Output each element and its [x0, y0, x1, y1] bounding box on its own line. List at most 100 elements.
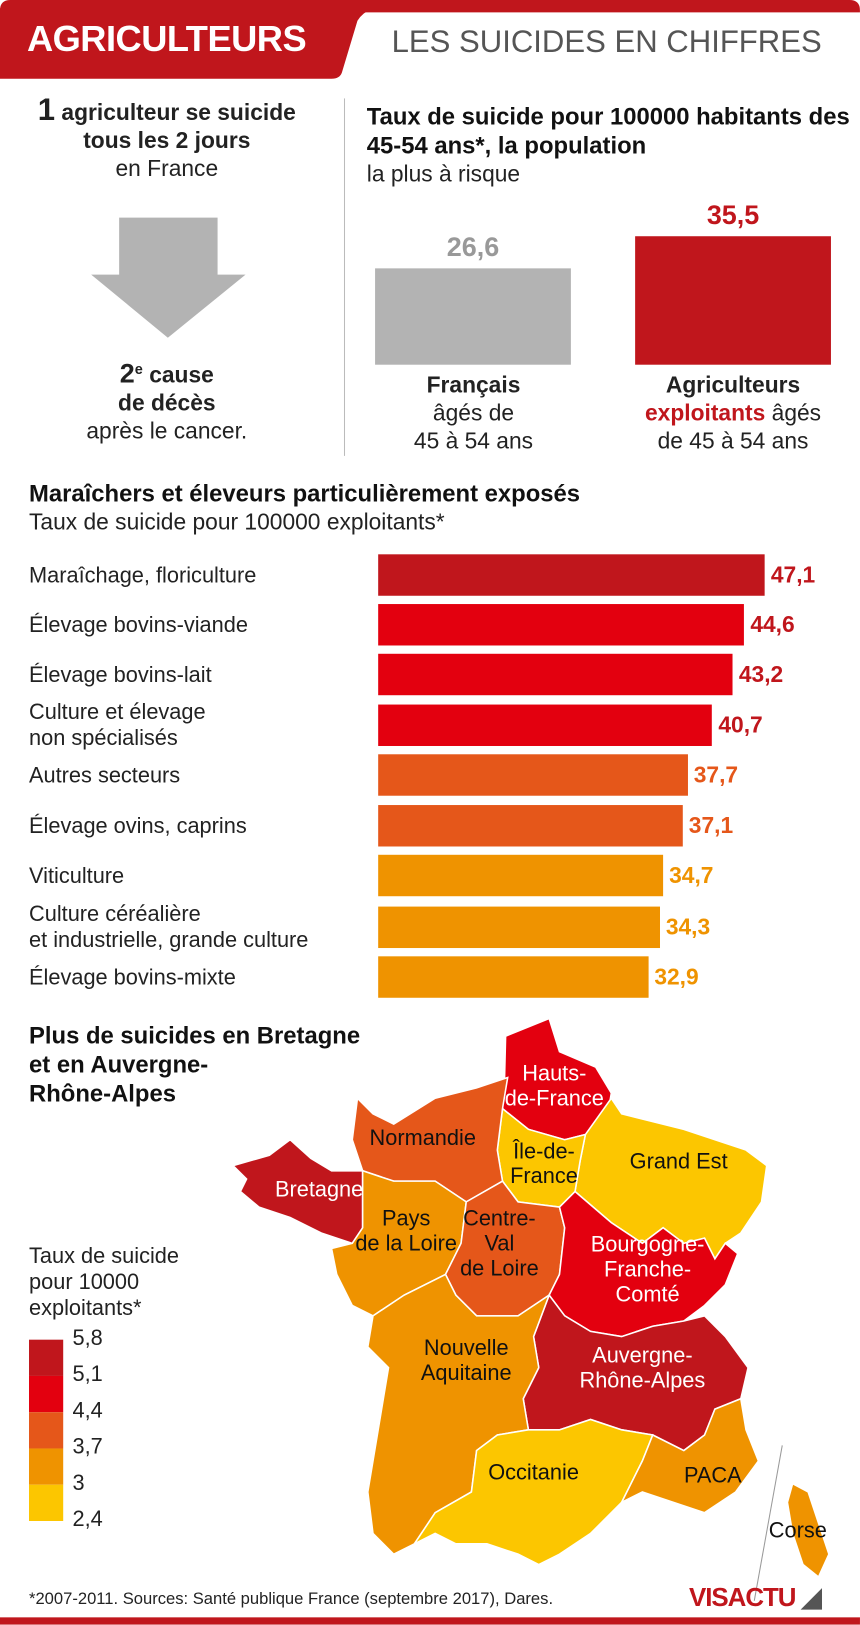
region-label: Normandie	[340, 1126, 506, 1151]
bar	[378, 854, 663, 897]
region-label: PACA	[630, 1464, 796, 1489]
region-label-line: Corse	[768, 1518, 827, 1543]
region-label: Hauts-de-France	[471, 1062, 637, 1112]
cause-number: 2	[119, 357, 135, 389]
footer-note: *2007-2011. Sources: Santé publique Fran…	[29, 1590, 554, 1609]
fact-line2: tous les 2 jours	[83, 127, 251, 154]
region-label-line: Île-de-	[513, 1139, 575, 1164]
sector-subtitle: Taux de suicide pour 100000 exploitants*	[29, 508, 445, 535]
category-line: Élevage bovins-lait	[29, 662, 212, 687]
legend-title-line: exploitants*	[29, 1296, 142, 1320]
bar	[378, 805, 683, 847]
region-label: Centre- Val de Loire	[417, 1207, 583, 1282]
category-line: âgés de	[432, 399, 515, 426]
bar-category-label: Culture céréalière et industrielle, grand…	[29, 901, 308, 953]
category-line: non spécialisés	[29, 726, 178, 751]
region-label-line: Nouvelle	[423, 1336, 509, 1361]
category-line: Viticulture	[29, 863, 125, 888]
bar-value-label: 43,2	[738, 661, 784, 687]
top-chart-title-text: Taux de suicide pour 100000 habitants de…	[366, 102, 850, 159]
fact-block: 1 agriculteur se suicide tous les 2 jour…	[0, 93, 334, 182]
region-paca	[619, 1397, 760, 1514]
corse-inset-line	[753, 1445, 783, 1601]
region-label-line: PACA	[684, 1464, 742, 1488]
header-title: AGRICULTEURS	[26, 18, 307, 60]
bar	[378, 754, 688, 796]
bar-value-label: 34,7	[669, 862, 714, 888]
fact-line1: agriculteur se suicide	[61, 99, 296, 126]
region-label-line: France	[510, 1164, 578, 1189]
arrow-down-icon	[91, 217, 246, 338]
category-line: 45 à 54 ans	[413, 427, 534, 454]
legend-tick-label: 4,4	[72, 1398, 103, 1423]
legend-swatch	[29, 1484, 64, 1521]
legend-swatch	[29, 1339, 64, 1376]
region-label-line: Centre-	[463, 1207, 536, 1231]
bar	[635, 236, 831, 365]
bar-value-label: 32,9	[654, 963, 699, 990]
region-label: Grand Est	[596, 1150, 762, 1175]
cause-line2: de décès	[118, 389, 216, 416]
legend-title-line: pour 10000	[29, 1270, 140, 1295]
bar	[378, 554, 765, 596]
region-label-line: Occitanie	[488, 1460, 579, 1485]
region-label: Île-de- France	[461, 1140, 627, 1190]
top-chart-title: Taux de suicide pour 100000 habitants de…	[367, 102, 854, 188]
category-bold: exploitants	[644, 399, 766, 426]
region-label-line: Comté	[615, 1282, 680, 1307]
region-label: Occitanie	[451, 1461, 617, 1486]
map-title: Plus de suicides en Bretagne et en Auver…	[29, 1021, 360, 1108]
legend-swatch	[29, 1375, 64, 1413]
bar-value-label: 37,1	[688, 812, 734, 839]
legend-swatch	[29, 1448, 64, 1485]
bar-category-label: Élevage bovins-mixte	[29, 964, 236, 990]
region-label-line: de la Loire	[355, 1231, 457, 1256]
bar	[378, 704, 713, 746]
legend-title-line: Taux de suicide	[29, 1244, 180, 1269]
region-label: Bourgogne- Franche- Comté	[565, 1233, 731, 1308]
category-line: Autres secteurs	[29, 763, 181, 787]
bar-value-label: 40,7	[718, 711, 763, 738]
bar-category-label: Viticulture	[29, 863, 124, 889]
bar-value-label: 35,5	[706, 198, 760, 231]
category-line: Culture et élevage	[29, 700, 206, 725]
region-label-line: de-France	[504, 1086, 604, 1111]
region-label: Nouvelle Aquitaine	[383, 1337, 549, 1387]
region-label-line: Grand Est	[629, 1150, 728, 1174]
map-title-line: et en Auvergne-	[29, 1050, 209, 1078]
region-label-line: Hauts-	[522, 1062, 587, 1086]
category-line: Élevage bovins-mixte	[29, 965, 236, 989]
fact-number: 1	[37, 93, 56, 128]
category-francais: Français âgés de 45 à 54 ans	[375, 371, 572, 455]
legend-tick-label: 3,7	[72, 1434, 103, 1459]
bar-value-label: 26,6	[446, 231, 500, 263]
bar	[378, 956, 649, 998]
region-occitanie	[412, 1418, 654, 1566]
region-label-line: de Loire	[460, 1256, 539, 1281]
bar-category-label: Maraîchage, floriculture	[29, 562, 256, 588]
sector-chart-title: Maraîchers et éleveurs particulièrement …	[29, 479, 580, 536]
bar-category-label: Élevage bovins-viande	[29, 612, 248, 638]
cause-word: cause	[149, 361, 214, 388]
fact-line3: en France	[115, 155, 219, 182]
bar	[378, 653, 733, 696]
bar-value-label: 44,6	[750, 611, 795, 638]
sector-title: Maraîchers et éleveurs particulièrement …	[29, 479, 581, 507]
legend-tick-label: 5,1	[72, 1362, 103, 1387]
bar	[375, 268, 571, 365]
region-label-line: Auvergne-	[592, 1343, 693, 1368]
bar	[378, 906, 660, 949]
region-label-line: Pays	[381, 1207, 431, 1231]
category-line: de 45 à 54 ans	[657, 427, 809, 454]
legend-tick-label: 5,8	[72, 1326, 103, 1351]
category-bold: Français	[426, 371, 521, 398]
cause-line3: après le cancer.	[86, 417, 248, 444]
cause-block: 2e cause de décès après le cancer.	[0, 355, 334, 444]
category-line: Élevage ovins, caprins	[29, 813, 247, 838]
region-label-line: Franche-	[604, 1257, 692, 1282]
bar	[378, 604, 745, 646]
category-line: Maraîchage, floriculture	[29, 563, 257, 587]
region-label-line: Val	[484, 1231, 515, 1256]
